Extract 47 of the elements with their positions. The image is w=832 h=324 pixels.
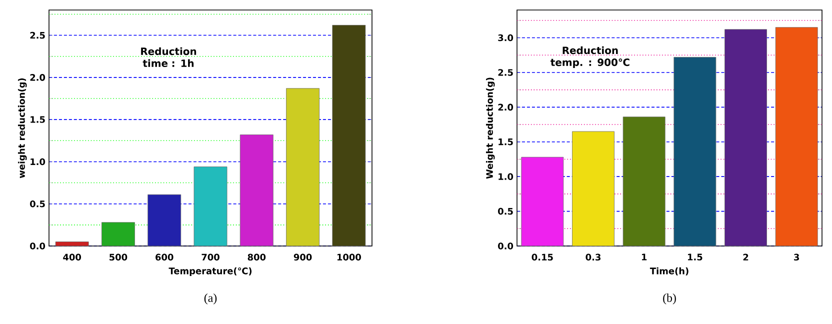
y-tick-label: 1.0 bbox=[498, 173, 514, 180]
x-tick-label: 0.3 bbox=[586, 254, 600, 261]
x-tick-label: 600 bbox=[156, 254, 174, 261]
bar bbox=[240, 134, 274, 246]
x-tick-label: 700 bbox=[202, 254, 220, 261]
y-tick-label: 2.0 bbox=[30, 74, 46, 81]
y-tick-label: 2.5 bbox=[498, 69, 513, 76]
bar bbox=[572, 131, 614, 246]
x-axis-title: Temperature(℃) bbox=[168, 267, 252, 276]
x-tick-label: 400 bbox=[63, 254, 82, 261]
x-tick-label: 900 bbox=[294, 254, 312, 261]
bar bbox=[622, 116, 666, 246]
x-tick-label: 800 bbox=[248, 254, 266, 261]
y-tick-label: 1.5 bbox=[498, 138, 513, 146]
y-tick-label: 2.0 bbox=[498, 104, 514, 111]
y-tick-label: 0.5 bbox=[30, 200, 45, 208]
bar bbox=[674, 57, 716, 246]
x-tick-label: 2 bbox=[743, 254, 748, 260]
y-tick-label: 1.5 bbox=[30, 116, 45, 123]
y-tick-label: 3.0 bbox=[498, 34, 514, 42]
y-tick-label: 0.0 bbox=[30, 242, 46, 250]
x-tick-label: 1000 bbox=[337, 254, 361, 261]
x-tick-label: 0.15 bbox=[532, 254, 553, 261]
x-tick-label: 1.5 bbox=[688, 254, 702, 260]
x-tick-label: 3 bbox=[794, 254, 800, 261]
y-tick-label: 2.5 bbox=[30, 32, 45, 39]
y-axis-title: weight reduction(g) bbox=[18, 78, 27, 178]
y-tick-label: 0.5 bbox=[498, 208, 513, 215]
y-tick-label: 1.0 bbox=[30, 158, 46, 166]
x-tick-label: 1 bbox=[642, 254, 647, 260]
bar bbox=[775, 27, 818, 246]
bar bbox=[332, 24, 366, 246]
y-axis-title: Weight reduction(g) bbox=[486, 78, 495, 179]
bar bbox=[55, 242, 89, 246]
annotation: Reduction temp. : 900℃ bbox=[550, 46, 630, 68]
bar bbox=[148, 194, 182, 246]
bar bbox=[724, 29, 767, 246]
text: (b) bbox=[663, 294, 676, 304]
x-tick-label: 500 bbox=[110, 254, 128, 261]
bar bbox=[521, 156, 564, 246]
bar bbox=[286, 88, 320, 246]
x-axis-title: Time(h) bbox=[650, 267, 688, 276]
bar bbox=[194, 166, 228, 246]
text: (a) bbox=[204, 294, 217, 304]
y-tick-label: 0.0 bbox=[498, 242, 514, 250]
bar bbox=[102, 222, 135, 246]
annotation: Reduction time : 1h bbox=[141, 47, 196, 68]
